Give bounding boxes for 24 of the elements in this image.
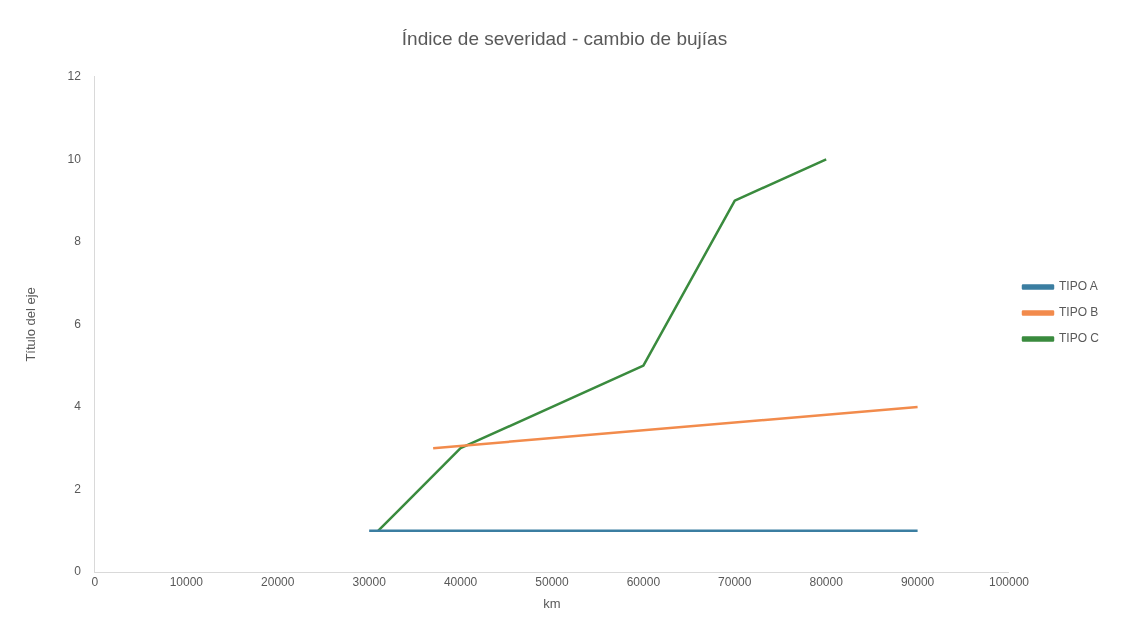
y-tick-label: 10 xyxy=(67,151,82,166)
x-tick-label: 50000 xyxy=(535,574,569,589)
legend-label: TIPO B xyxy=(1059,305,1099,320)
x-tick-label: 40000 xyxy=(443,574,478,589)
y-tick-label: 8 xyxy=(74,234,82,249)
x-tick-label: 20000 xyxy=(261,574,295,589)
x-tick-label: 100000 xyxy=(988,574,1030,589)
y-tick-label: 12 xyxy=(67,69,82,84)
legend-label: TIPO A xyxy=(1059,279,1098,294)
legend-label: TIPO C xyxy=(1059,331,1100,346)
x-tick-label: 0 xyxy=(91,574,99,589)
x-tick-label: 80000 xyxy=(809,574,844,589)
x-tick-label: 70000 xyxy=(718,574,752,589)
y-tick-label: 4 xyxy=(74,399,82,414)
x-tick-label: 90000 xyxy=(900,574,935,589)
y-tick-label: 6 xyxy=(74,316,82,331)
x-axis-title: km xyxy=(543,595,561,611)
x-tick-label: 30000 xyxy=(352,574,387,589)
x-tick-label: 10000 xyxy=(169,574,204,589)
x-tick-label: 60000 xyxy=(626,574,661,589)
y-tick-label: 0 xyxy=(74,564,82,579)
chart-title: Índice de severidad - cambio de bujías xyxy=(401,27,728,49)
y-tick-label: 2 xyxy=(74,481,82,496)
y-axis-title: Título del eje xyxy=(23,287,39,362)
